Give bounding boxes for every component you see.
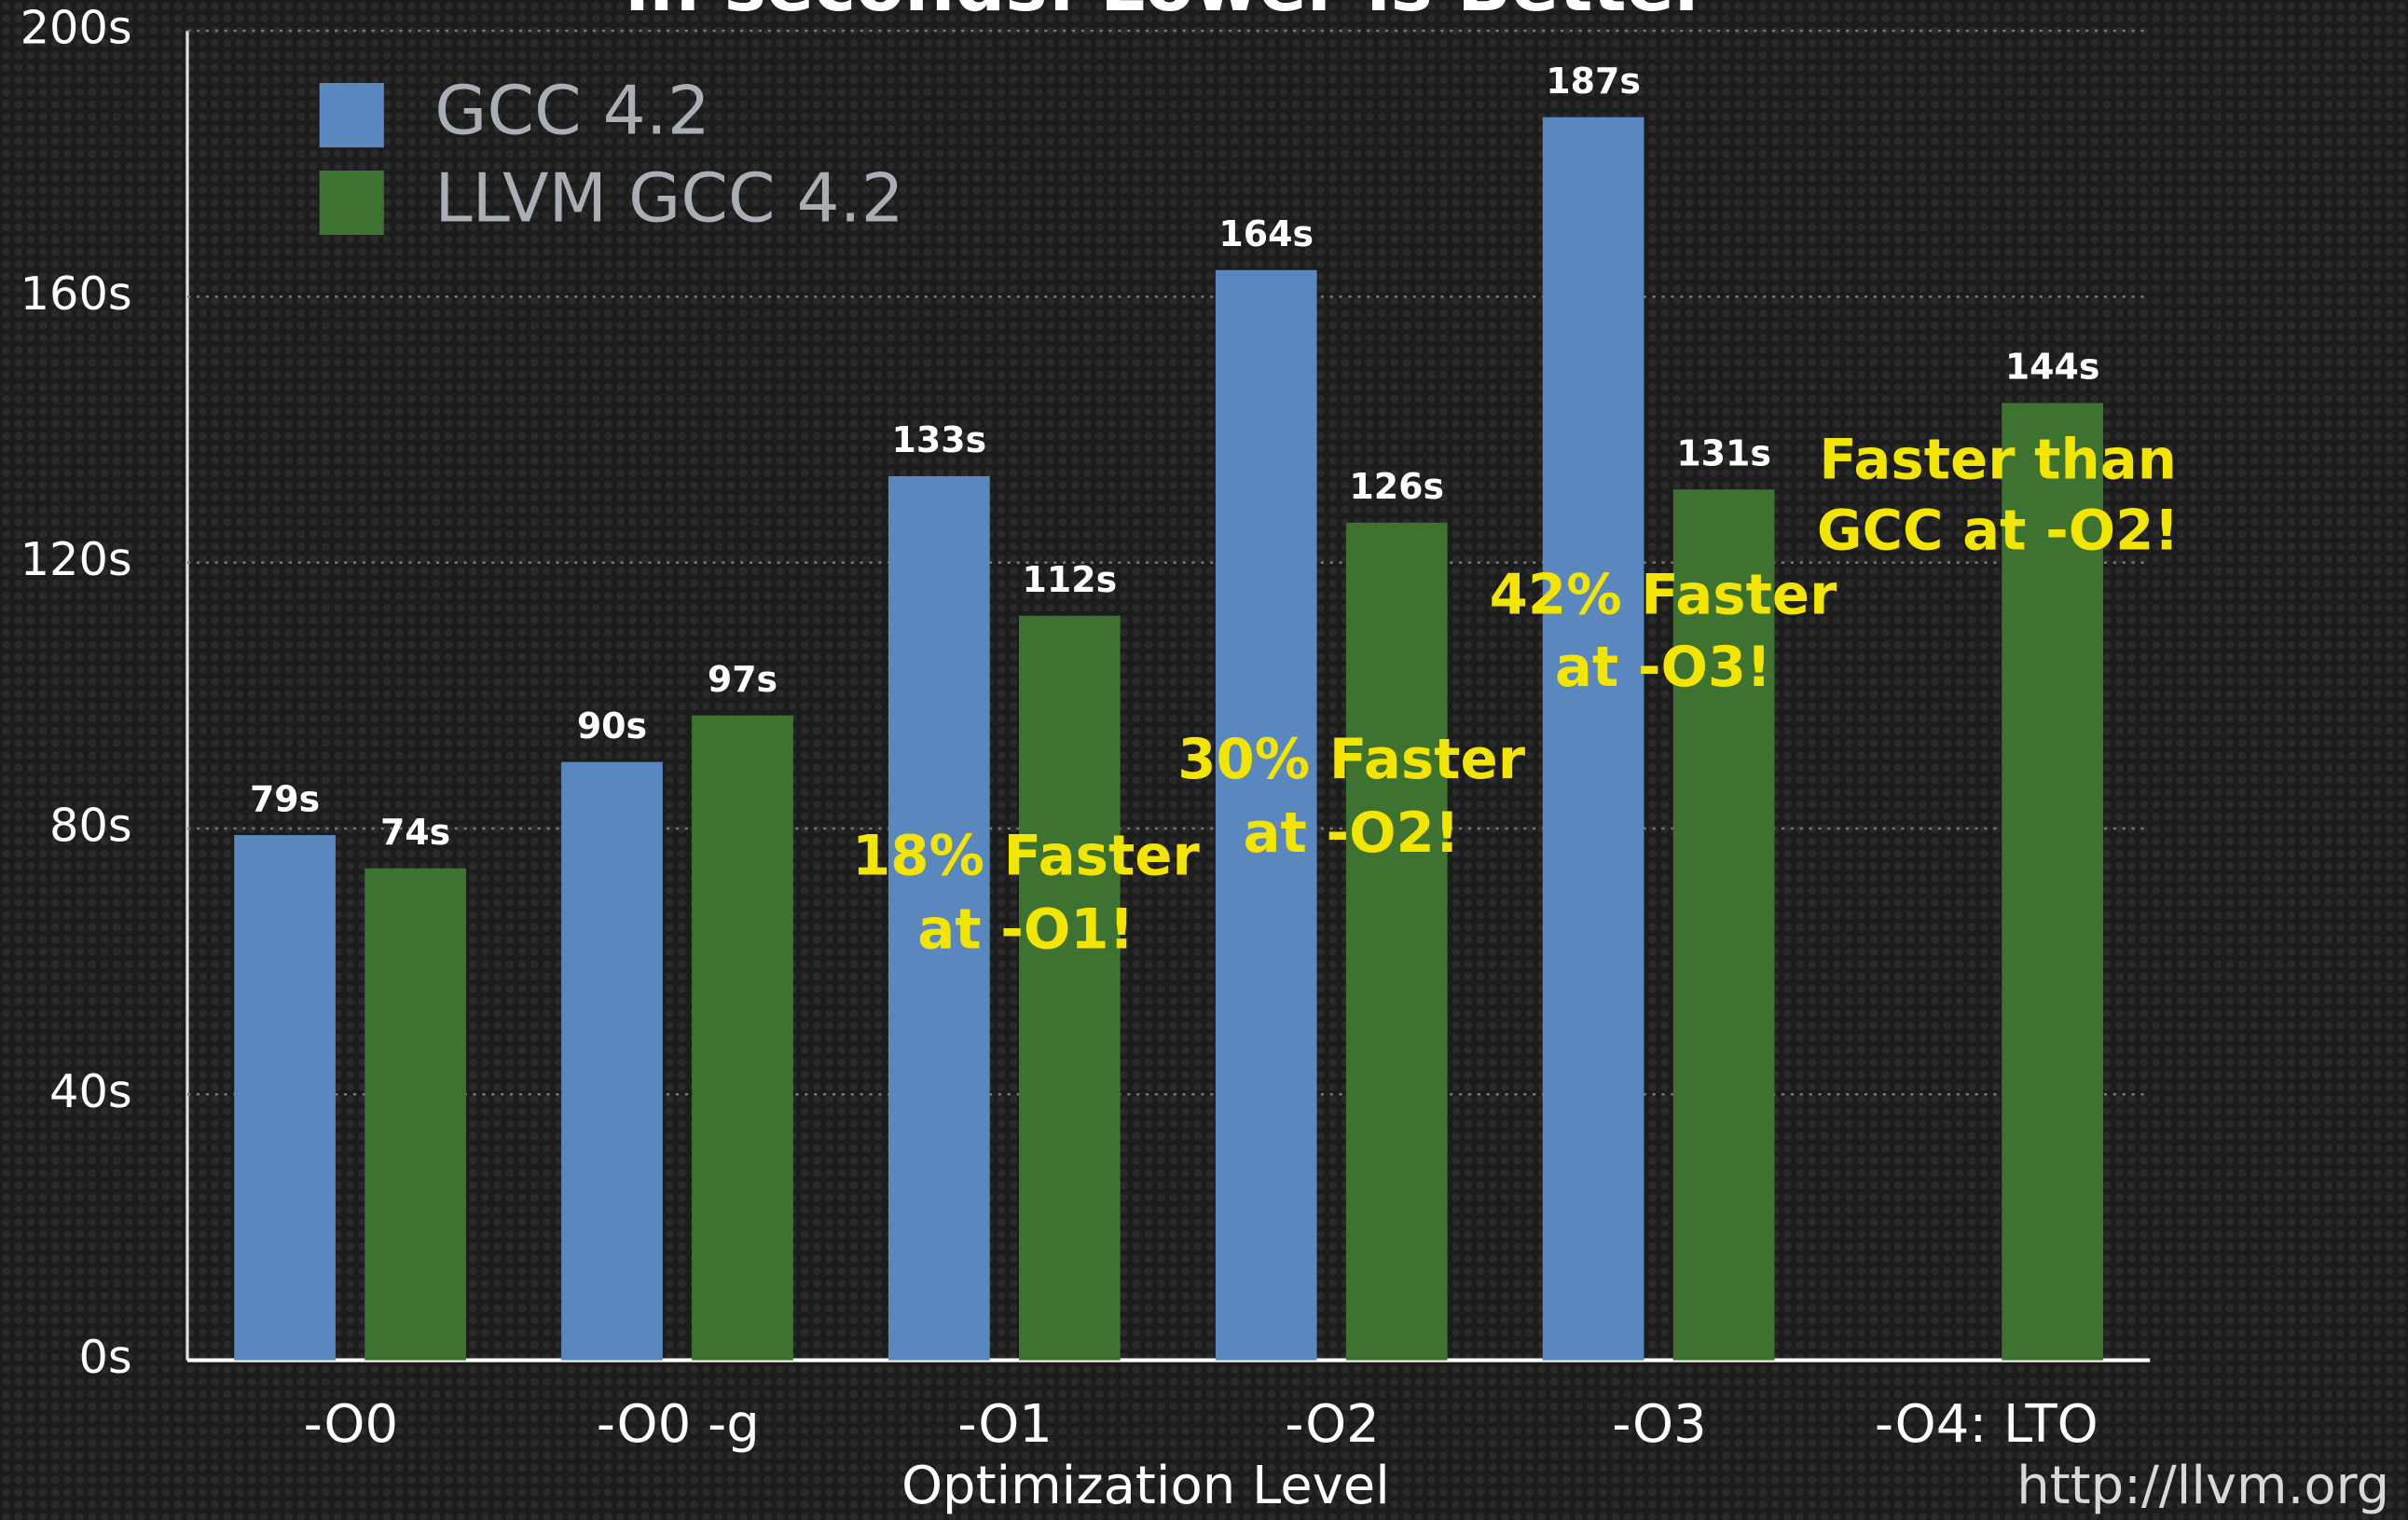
y-tick-label: 160s (21, 267, 132, 321)
y-tick-label: 80s (49, 798, 132, 852)
annotation: 30% Faster (1177, 727, 1525, 791)
annotation: GCC at -O2! (1817, 498, 2180, 562)
value-label: 126s (1349, 466, 1444, 507)
annotation: 18% Faster (852, 824, 1200, 888)
legend-swatch (319, 170, 384, 236)
bar (365, 868, 466, 1361)
legend-swatch (319, 83, 384, 148)
annotation: Faster than (1819, 428, 2177, 492)
value-label: 164s (1218, 213, 1314, 254)
value-label: 79s (250, 778, 320, 819)
annotation: at -O3! (1555, 635, 1771, 699)
annotation: 42% Faster (1490, 563, 1837, 627)
value-label: 131s (1676, 432, 1771, 473)
value-label: 90s (577, 705, 647, 746)
y-tick-label: 200s (21, 1, 132, 55)
x-tick-label: -O1 (957, 1394, 1052, 1455)
bar (888, 475, 990, 1361)
bar (2002, 403, 2104, 1361)
x-axis-title: Optimization Level (901, 1456, 1390, 1516)
x-tick-label: -O3 (1612, 1394, 1706, 1455)
x-tick-label: -O0 -g (597, 1394, 760, 1455)
bar (1542, 116, 1644, 1361)
bar (561, 761, 663, 1361)
value-label: 187s (1546, 61, 1641, 102)
bar (1672, 489, 1775, 1361)
x-tick-label: -O0 (304, 1394, 398, 1455)
value-label: 144s (2005, 347, 2100, 388)
bar (1215, 269, 1317, 1361)
bar (234, 835, 336, 1361)
y-tick-label: 0s (78, 1330, 131, 1384)
x-tick-label: -O4: LTO (1875, 1394, 2098, 1455)
x-tick-label: -O2 (1285, 1394, 1379, 1455)
annotation: at -O2! (1243, 801, 1459, 865)
y-tick-label: 40s (49, 1064, 132, 1118)
value-label: 112s (1023, 559, 1118, 600)
chart-title: in seconds: Lower is Better (626, 0, 1711, 27)
annotation: at -O1! (917, 897, 1134, 962)
legend-label: GCC 4.2 (434, 73, 710, 151)
value-label: 74s (380, 812, 450, 853)
bar (1345, 522, 1448, 1361)
value-label: 97s (708, 659, 777, 700)
bar (1018, 615, 1121, 1361)
value-label: 133s (892, 419, 987, 460)
footer: http://llvm.org (2016, 1456, 2389, 1516)
y-tick-label: 120s (21, 532, 132, 586)
bar (692, 715, 793, 1361)
legend-label: LLVM GCC 4.2 (434, 160, 904, 239)
